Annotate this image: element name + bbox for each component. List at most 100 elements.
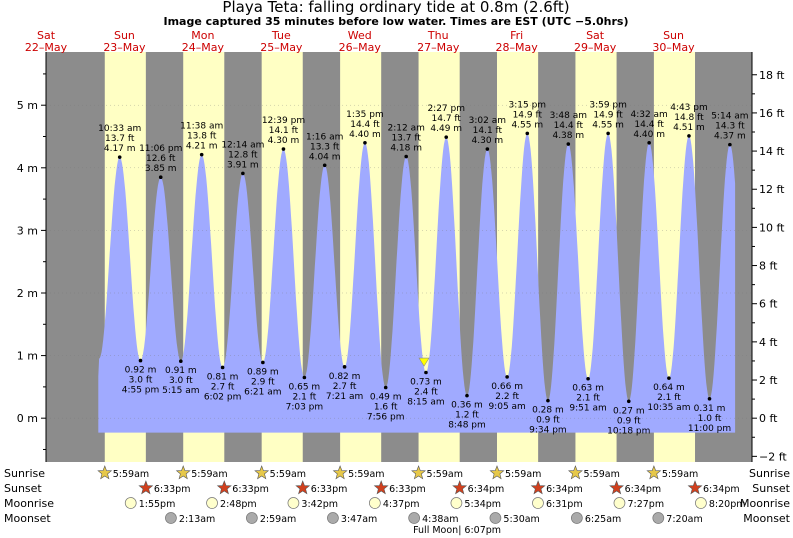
moonrise-icon xyxy=(287,497,300,509)
chart-subtitle: Image captured 35 minutes before low wat… xyxy=(163,15,628,28)
high-tide-metres: 4.55 m xyxy=(511,120,543,130)
moonrise-icon xyxy=(369,497,381,509)
low-tide-metres: 0.27 m xyxy=(613,406,645,416)
low-tide-point xyxy=(707,396,712,401)
high-tide-feet: 14.9 ft xyxy=(593,110,623,120)
low-tide-metres: 0.82 m xyxy=(329,372,361,382)
low-tide-point xyxy=(179,359,183,364)
moonset-icon xyxy=(327,512,339,524)
low-tide-point xyxy=(667,376,671,380)
sunset-icon xyxy=(216,480,232,495)
sunrise-icon xyxy=(411,465,427,480)
sunset-time: 6:34pm xyxy=(625,484,662,495)
moonset-icon xyxy=(246,512,258,524)
left-tick-label: 5 m xyxy=(17,99,38,112)
right-tick-label: 12 ft xyxy=(759,183,785,196)
low-tide-feet: 1.6 ft xyxy=(374,403,398,413)
low-tide-metres: 0.63 m xyxy=(572,384,604,394)
low-tide-point xyxy=(261,360,265,365)
high-tide-point xyxy=(241,171,245,176)
moonrise-time: 7:27pm xyxy=(627,499,664,510)
low-tide-feet: 2.7 ft xyxy=(211,382,235,392)
high-tide-metres: 4.04 m xyxy=(309,152,341,162)
moonset-icon xyxy=(165,512,177,524)
low-tide-time: 9:05 am xyxy=(488,402,525,412)
row-label-right-sunset: Sunset xyxy=(752,482,790,495)
row-label-right-sunrise: Sunrise xyxy=(749,467,790,480)
high-tide-metres: 4.30 m xyxy=(472,136,504,146)
low-tide-time: 7:03 pm xyxy=(286,402,324,412)
high-tide-metres: 4.38 m xyxy=(552,131,584,141)
sunrise-time: 5:59am xyxy=(662,469,698,480)
high-tide-feet: 14.3 ft xyxy=(715,122,745,132)
right-tick-label: 16 ft xyxy=(759,107,785,120)
sunrise-time: 5:59am xyxy=(348,469,384,480)
day-date-label: 23–May xyxy=(103,41,146,54)
low-tide-feet: 2.1 ft xyxy=(293,392,317,402)
tide-area xyxy=(98,133,736,433)
high-tide-time: 2:12 am xyxy=(388,124,425,134)
low-tide-metres: 0.31 m xyxy=(694,404,726,414)
tide-area-layer xyxy=(98,133,736,433)
chart-title: Playa Teta: falling ordinary tide at 0.8… xyxy=(222,0,569,16)
low-tide-point xyxy=(302,375,307,380)
right-tick-label: 18 ft xyxy=(759,69,785,82)
day-date-label: 26–May xyxy=(339,41,382,54)
high-tide-metres: 4.17 m xyxy=(104,144,136,154)
low-tide-time: 10:18 pm xyxy=(607,426,650,436)
moonrise-icon xyxy=(124,497,137,509)
sunset-time: 6:34pm xyxy=(546,484,583,495)
right-tick-label: 8 ft xyxy=(759,260,778,273)
day-name-label: Thu xyxy=(427,29,449,42)
low-tide-feet: 2.2 ft xyxy=(495,392,519,402)
right-tick-label: −2 ft xyxy=(759,450,787,463)
row-label-right-moonrise: Moonrise xyxy=(740,497,790,510)
low-tide-time: 9:34 pm xyxy=(529,426,567,436)
sunset-icon xyxy=(373,480,389,495)
high-tide-point xyxy=(647,140,651,145)
high-tide-time: 11:06 pm xyxy=(139,144,182,154)
high-tide-metres: 4.55 m xyxy=(592,120,624,130)
low-tide-feet: 0.9 ft xyxy=(536,416,560,426)
high-tide-time: 12:39 pm xyxy=(262,116,305,126)
high-tide-point xyxy=(404,154,408,159)
low-tide-point xyxy=(465,393,469,398)
high-tide-feet: 14.8 ft xyxy=(674,113,704,123)
sunset-time: 6:33pm xyxy=(311,484,348,495)
moonset-time: 2:13am xyxy=(179,514,215,525)
high-tide-point xyxy=(728,142,732,147)
low-tide-time: 7:21 am xyxy=(326,392,363,402)
low-tide-feet: 0.9 ft xyxy=(617,416,641,426)
sunset-time: 6:33pm xyxy=(232,484,269,495)
high-tide-time: 1:35 pm xyxy=(346,110,384,120)
low-tide-metres: 0.81 m xyxy=(207,372,239,382)
sunset-time: 6:34pm xyxy=(703,484,740,495)
high-tide-time: 1:16 am xyxy=(306,132,343,142)
right-tick-label: 6 ft xyxy=(759,298,778,311)
low-tide-feet: 2.9 ft xyxy=(251,377,275,387)
high-tide-feet: 14.7 ft xyxy=(432,114,462,124)
high-tide-point xyxy=(566,142,571,146)
low-tide-feet: 3.0 ft xyxy=(129,376,153,386)
low-tide-metres: 0.73 m xyxy=(410,377,442,387)
high-tide-feet: 12.6 ft xyxy=(146,154,176,164)
low-tide-time: 11:00 pm xyxy=(688,424,731,434)
sunrise-icon xyxy=(567,465,583,480)
low-tide-point xyxy=(626,399,631,404)
high-tide-time: 3:15 pm xyxy=(509,100,547,110)
sunrise-time: 5:59am xyxy=(427,469,463,480)
high-tide-metres: 4.40 m xyxy=(633,130,665,140)
moonset-time: 3:47am xyxy=(341,514,377,525)
day-name-label: Sat xyxy=(586,29,605,42)
high-tide-metres: 4.37 m xyxy=(714,132,746,142)
row-label-left-moonrise: Moonrise xyxy=(4,497,54,510)
high-tide-time: 12:14 am xyxy=(221,140,264,150)
moonrise-time: 8:20pm xyxy=(709,499,746,510)
left-tick-label: 0 m xyxy=(17,412,38,425)
low-tide-point xyxy=(505,375,509,379)
high-tide-metres: 4.49 m xyxy=(430,124,462,134)
high-tide-point xyxy=(158,175,163,179)
sunset-icon xyxy=(609,480,625,495)
day-date-label: 30–May xyxy=(652,41,695,54)
